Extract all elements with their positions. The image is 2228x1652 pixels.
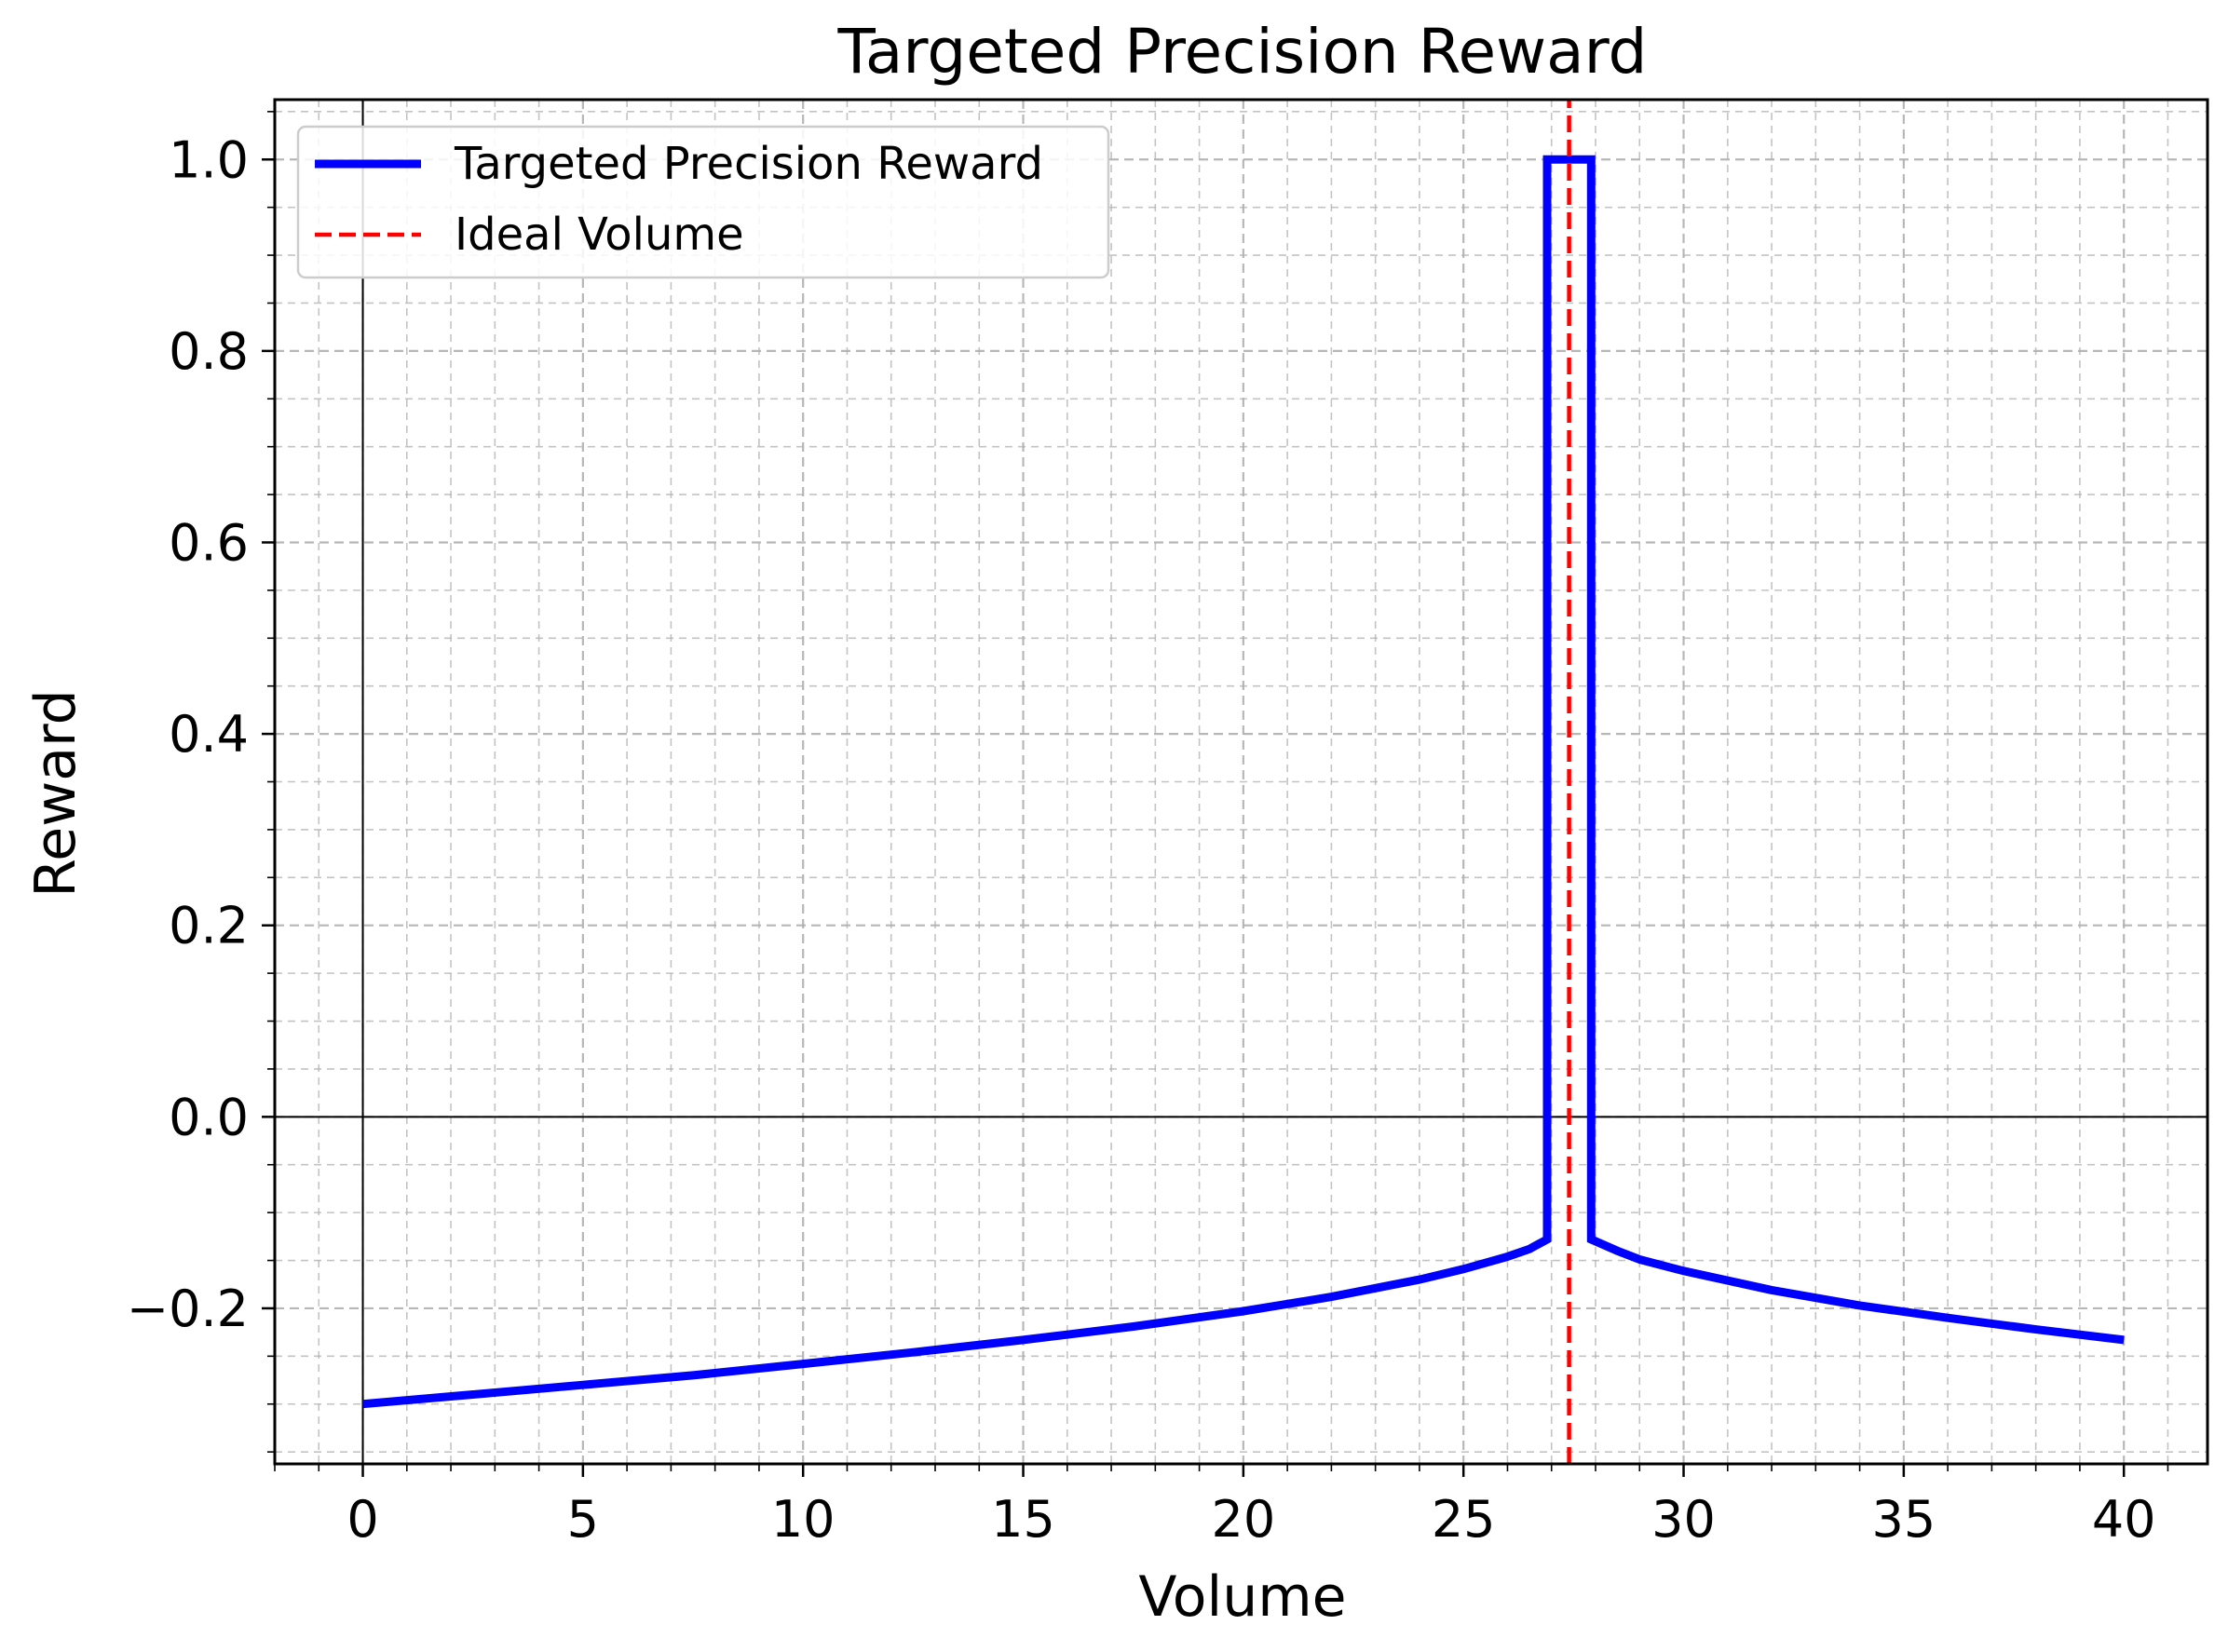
x-tick-label: 10 <box>771 1490 836 1549</box>
y-tick-label: 0.8 <box>169 322 249 381</box>
series-line-reward <box>362 155 2125 1409</box>
y-axis-title: Reward <box>23 689 88 897</box>
reference-lines <box>275 100 2208 1464</box>
y-tick-label: 0.0 <box>169 1088 249 1146</box>
y-tick-label: 0.4 <box>169 705 249 764</box>
x-tick-label: 30 <box>1651 1490 1716 1549</box>
x-tick-label: 20 <box>1212 1490 1276 1549</box>
x-tick-label: 35 <box>1872 1490 1936 1549</box>
y-tick-label: 0.2 <box>169 897 249 955</box>
legend-label-ideal-volume: Ideal Volume <box>455 209 744 261</box>
legend-box <box>296 125 1110 279</box>
x-tick-label: 25 <box>1432 1490 1496 1549</box>
x-tick-label: 40 <box>2092 1490 2156 1549</box>
legend: Targeted Precision Reward Ideal Volume <box>296 125 1110 279</box>
y-tick-label: −0.2 <box>127 1280 249 1338</box>
x-tick-label: 0 <box>346 1490 378 1549</box>
series-layer <box>362 100 2125 1464</box>
x-tick-label: 5 <box>567 1490 599 1549</box>
ticks: 0 5 10 15 20 25 30 35 40 −0.2 0.0 0.2 0.4 0.6 0.8 1.0 <box>127 111 2169 1549</box>
y-tick-label: 0.6 <box>169 513 249 572</box>
chart-title: Targeted Precision Reward <box>837 16 1648 88</box>
y-tick-label: 1.0 <box>169 130 249 189</box>
x-axis-title: Volume <box>1138 1564 1346 1630</box>
x-tick-label: 15 <box>991 1490 1055 1549</box>
legend-label-reward: Targeted Precision Reward <box>454 138 1043 190</box>
